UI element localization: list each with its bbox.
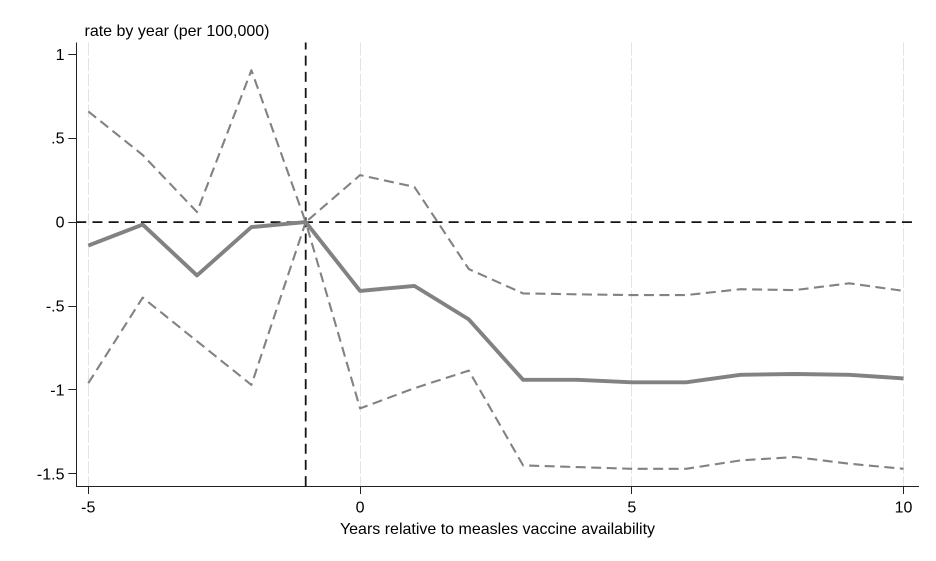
svg-text:1: 1 (56, 47, 65, 64)
svg-text:Years relative to measles vacc: Years relative to measles vaccine availa… (340, 521, 655, 538)
svg-text:10: 10 (895, 500, 913, 517)
svg-text:5: 5 (627, 500, 636, 517)
svg-text:-1.5: -1.5 (37, 466, 65, 483)
svg-text:-.5: -.5 (46, 299, 65, 316)
svg-text:0: 0 (356, 500, 365, 517)
svg-text:.5: .5 (51, 131, 64, 148)
svg-text:-1: -1 (50, 382, 64, 399)
svg-text:-5: -5 (81, 500, 95, 517)
svg-text:0: 0 (56, 215, 65, 232)
svg-text:rate by year (per 100,000): rate by year (per 100,000) (85, 23, 270, 40)
